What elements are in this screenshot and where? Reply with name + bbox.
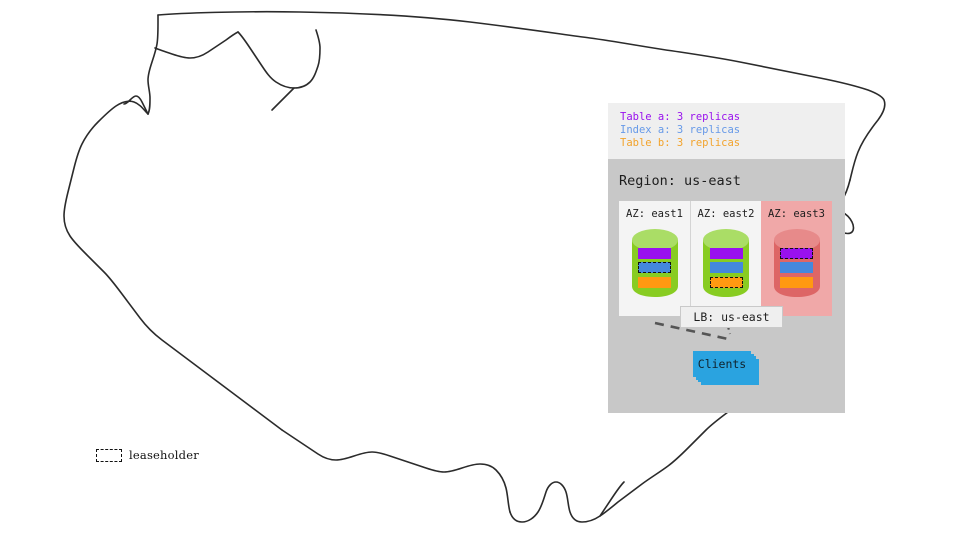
replica-index-a [780, 262, 813, 273]
az-east1-title: AZ: east1 [626, 208, 683, 220]
replica-index-a [709, 262, 743, 273]
region-title: Region: us-east [619, 173, 741, 189]
wire-east1-to-lb [654, 321, 729, 341]
replica-legend: Table a: 3 replicas Index a: 3 replicas … [608, 103, 845, 159]
az-east3-title: AZ: east3 [768, 208, 825, 220]
clients-card-front[interactable]: Clients [693, 351, 751, 377]
leaseholder-legend-label: leaseholder [129, 448, 199, 462]
az-east2-title: AZ: east2 [697, 208, 755, 220]
database-cylinder-icon [631, 227, 679, 299]
legend-line-table-b: Table b: 3 replicas [620, 137, 741, 150]
database-cylinder-icon [773, 227, 821, 299]
clients-label: Clients [697, 357, 747, 371]
leaseholder-legend: leaseholder [96, 448, 199, 462]
clients-stack[interactable]: Clients [693, 351, 759, 385]
region-us-east: Region: us-east AZ: east1 [608, 159, 845, 413]
replica-index-a [638, 262, 671, 273]
availability-zone-group: AZ: east1 AZ: [619, 201, 832, 316]
replica-table-a [709, 247, 743, 259]
database-cylinder-icon [702, 227, 750, 299]
architecture-diagram-panel: Table a: 3 replicas Index a: 3 replicas … [608, 103, 845, 413]
replica-table-a [638, 247, 671, 259]
load-balancer-box[interactable]: LB: us-east [680, 306, 783, 328]
az-east3-replicas [773, 227, 821, 299]
az-pair-available: AZ: east1 AZ: [619, 201, 761, 316]
replica-table-a [780, 247, 813, 259]
az-east1-replicas [631, 227, 679, 299]
az-east1[interactable]: AZ: east1 [619, 201, 690, 316]
replica-table-b [780, 276, 813, 288]
az-east2[interactable]: AZ: east2 [690, 201, 761, 316]
az-east2-replicas [702, 227, 750, 299]
legend-line-table-a: Table a: 3 replicas [620, 111, 741, 123]
load-balancer-label: LB: us-east [693, 310, 770, 324]
replica-table-b [709, 276, 743, 288]
replica-table-b [638, 276, 671, 288]
az-east3[interactable]: AZ: east3 [761, 201, 832, 316]
dashed-rectangle-icon [96, 448, 122, 462]
legend-line-index-a: Index a: 3 replicas [620, 124, 741, 137]
